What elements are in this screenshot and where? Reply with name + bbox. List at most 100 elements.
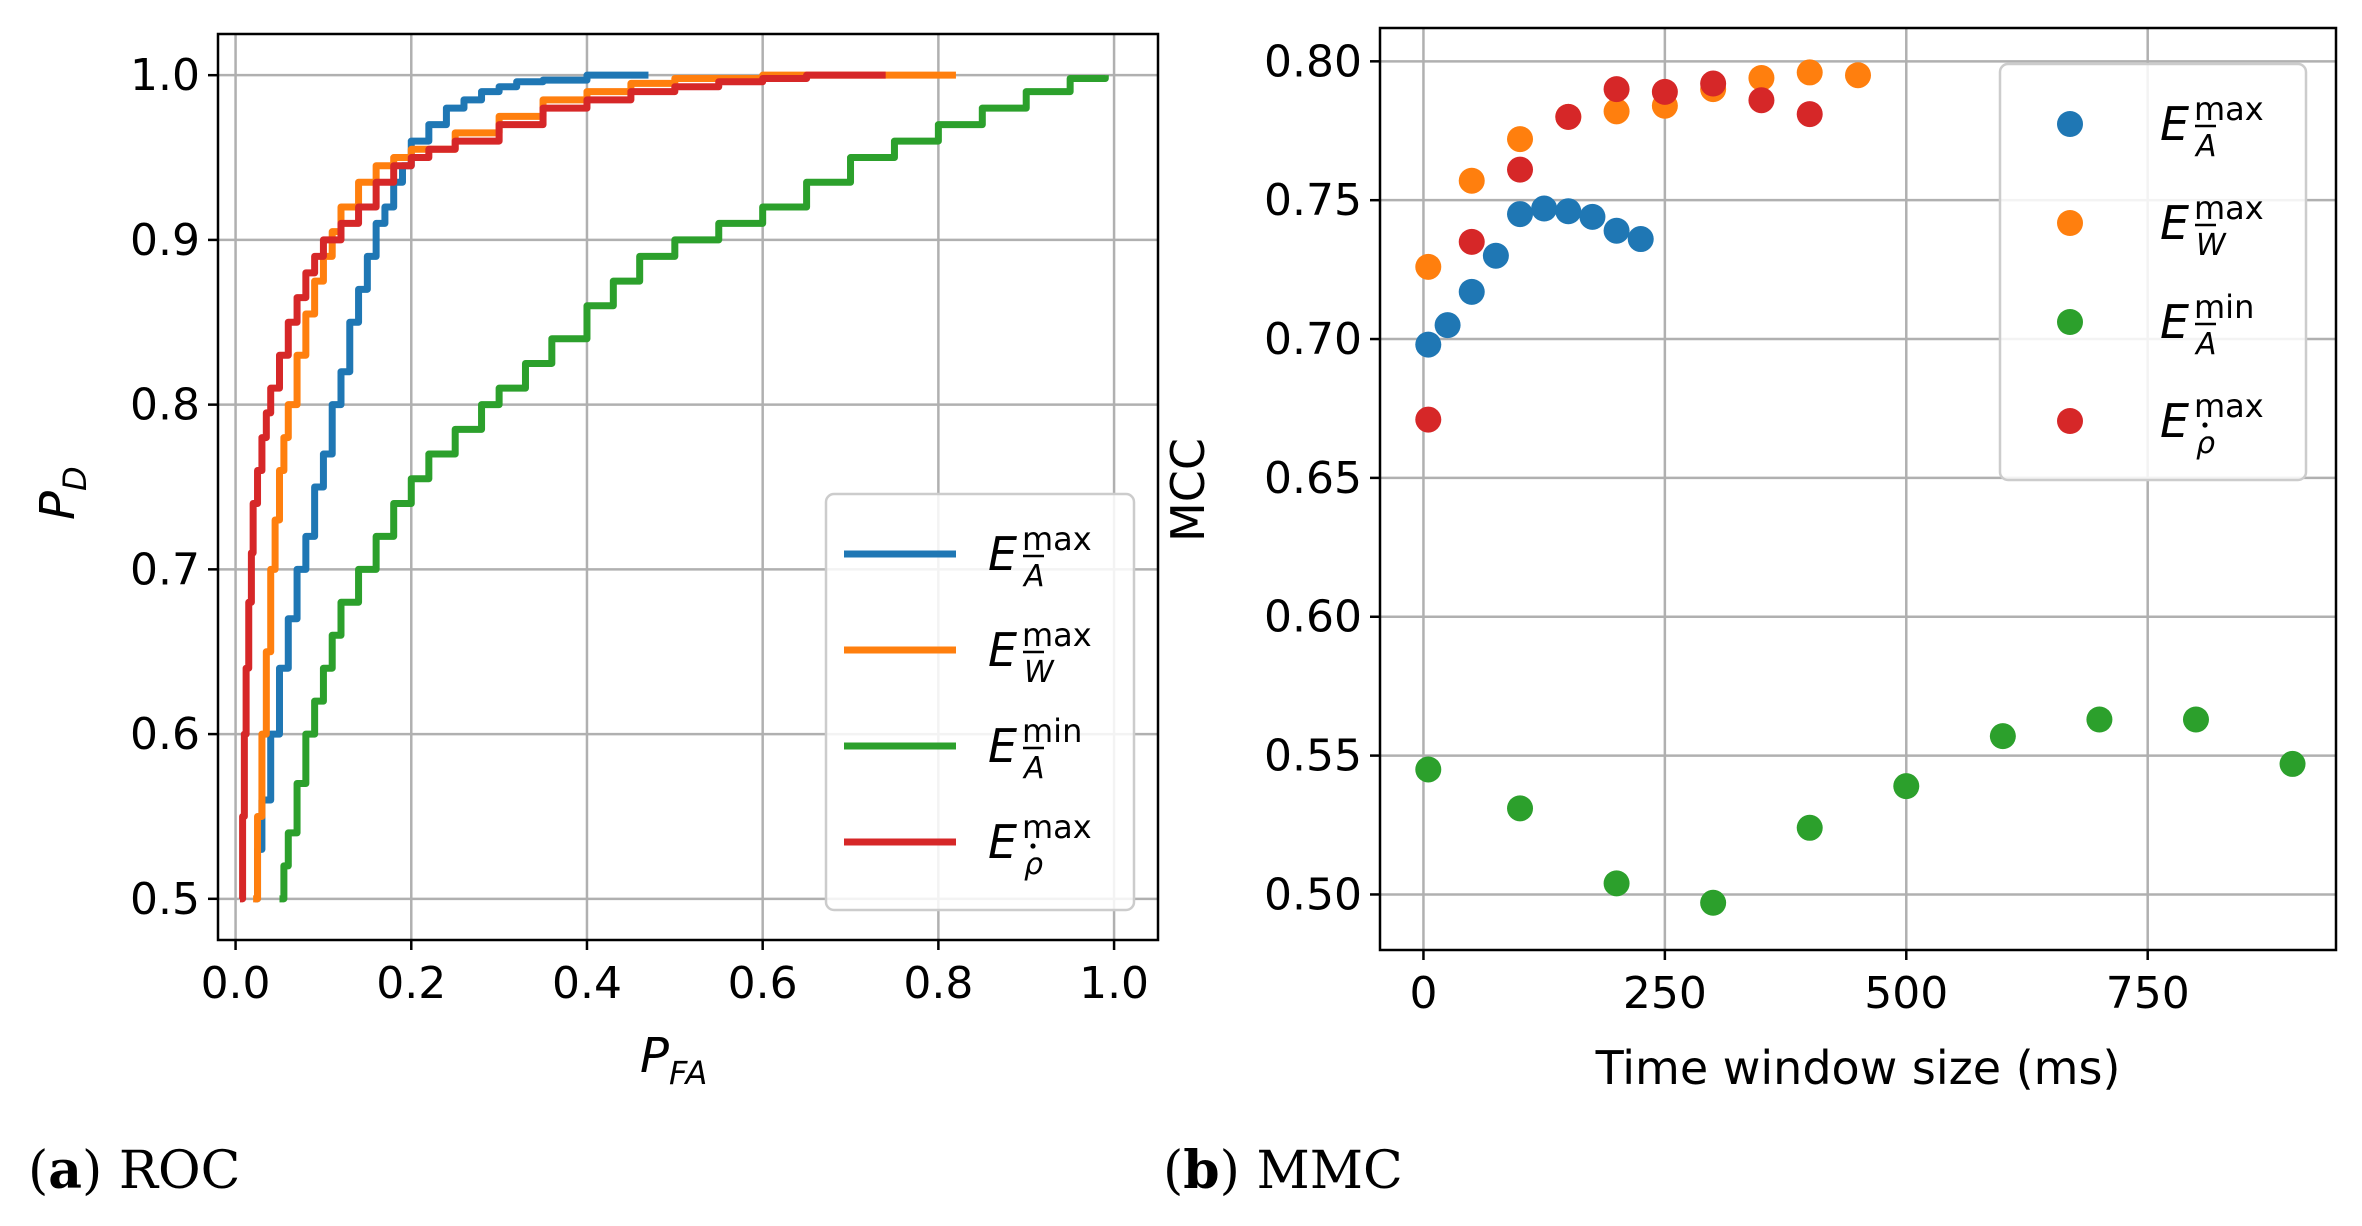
- x-tick-label: 0.0: [201, 958, 271, 1009]
- legend-e-rho-max-sup: max: [1022, 808, 1092, 846]
- y-tick-label: 1.0: [130, 50, 200, 101]
- y-tick-label: 0.65: [1264, 453, 1362, 504]
- point-e-w-max: [1845, 62, 1871, 89]
- point-e-a-min: [2086, 706, 2113, 733]
- y-tick-label: 0.70: [1264, 314, 1362, 365]
- point-e-a-max: [1555, 198, 1582, 225]
- legend-e-a-max-label: E: [988, 527, 1017, 581]
- point-e-a-max: [1603, 217, 1630, 244]
- x-tick-label: 0.8: [903, 958, 973, 1009]
- point-e-a-min: [1989, 723, 2016, 750]
- point-e-a-min: [1507, 795, 1534, 822]
- point-e-a-max: [1531, 195, 1558, 222]
- roc-line-e-w-max: [253, 71, 956, 903]
- point-e-rho-max: [1748, 87, 1775, 114]
- y-tick-label: 0.8: [130, 380, 200, 431]
- legend-marker-e-a-max: [2057, 111, 2083, 137]
- legend-e-a-max-label: E: [2160, 97, 2189, 151]
- axes-frame: [216, 32, 1160, 942]
- legend-e-a-min-label: E: [2160, 295, 2189, 349]
- axes-frame: [1378, 26, 2338, 952]
- y-tick-label: 0.75: [1264, 175, 1362, 226]
- y-tick-label: 0.80: [1264, 36, 1362, 87]
- legend-e-rho-max-dot: [1030, 843, 1036, 849]
- y-tick-label: 0.55: [1264, 731, 1362, 782]
- legend-e-a-max-sub: A: [2194, 129, 2217, 164]
- caption-a: (a) ROC: [28, 1140, 240, 1201]
- point-e-a-min: [1603, 870, 1630, 897]
- x-axis-label: Time window size (ms): [1595, 1041, 2121, 1095]
- point-e-rho-max: [1651, 78, 1678, 105]
- point-e-rho-max: [1700, 70, 1727, 97]
- legend-e-rho-max-sub: ρ: [2196, 426, 2215, 461]
- legend-e-rho-max-dot: [2202, 422, 2208, 428]
- legend-e-w-max-sup: max: [2194, 189, 2264, 227]
- x-tick-label: 250: [1623, 968, 1707, 1019]
- mcc-panel: 0 250 500 750 0.50 0.55 0.60 0.65 0.70 0.75 0.80 Ti…: [1161, 26, 2338, 1095]
- legend-marker-e-a-min: [2057, 309, 2083, 335]
- y-tick-label: 0.7: [130, 544, 200, 595]
- point-e-a-max: [1482, 242, 1509, 269]
- y-tick-label: 0.9: [130, 215, 200, 266]
- y-tick-label: 0.60: [1264, 592, 1362, 643]
- point-e-a-min: [1700, 889, 1727, 916]
- legend-e-a-min-sub: A: [2194, 327, 2217, 362]
- legend-e-a-min-sup: min: [2194, 288, 2254, 326]
- legend-e-rho-max-sub: ρ: [1024, 847, 1043, 882]
- x-axis-label: PFA: [640, 1028, 707, 1092]
- x-tick-label: 0.2: [376, 958, 446, 1009]
- point-e-a-max: [1627, 226, 1654, 253]
- caption-b: (b) MMC: [1163, 1140, 1403, 1201]
- y-tick-label: 0.5: [130, 874, 200, 925]
- legend-e-w-max-label: E: [2160, 196, 2189, 250]
- point-e-a-max: [1579, 203, 1606, 230]
- x-tick-label: 0.4: [552, 958, 622, 1009]
- point-e-rho-max: [1603, 76, 1630, 103]
- y-axis-label: PD: [30, 466, 94, 520]
- x-tick-label: 1.0: [1079, 958, 1149, 1009]
- legend-e-a-max-sub: A: [1022, 559, 1045, 594]
- point-e-w-max: [1748, 64, 1775, 91]
- legend-e-a-min-sup: min: [1022, 712, 1082, 750]
- point-e-w-max: [1603, 98, 1630, 125]
- point-e-w-max: [1507, 126, 1534, 153]
- roc-line-e-a-min: [279, 74, 1109, 903]
- point-e-rho-max: [1507, 156, 1534, 183]
- point-e-a-max: [1415, 331, 1442, 358]
- x-tick-label: 500: [1864, 968, 1948, 1019]
- roc-panel: 0.0 0.2 0.4 0.6 0.8 1.0 0.5 0.6 0.7 0.8 0.9 1.0 PFA P…: [30, 32, 1160, 1092]
- point-e-a-max: [1434, 312, 1461, 339]
- legend-e-a-max-sup: max: [2194, 90, 2264, 128]
- x-tick-label: 0.6: [728, 958, 798, 1009]
- legend-e-rho-max-label: E: [988, 815, 1017, 869]
- point-e-a-max: [1458, 278, 1485, 305]
- legend-e-rho-max-sup: max: [2194, 387, 2264, 425]
- roc-line-e-rho-max: [239, 71, 886, 903]
- legend-e-w-max-sub: W: [1024, 655, 1055, 690]
- legend-e-a-min-label: E: [988, 719, 1017, 773]
- legend-e-w-max-label: E: [988, 623, 1017, 677]
- point-e-a-max: [1507, 201, 1534, 228]
- legend-box: [824, 492, 1136, 912]
- mcc-points: [1415, 59, 2306, 916]
- roc-line-e-a-max: [254, 71, 649, 903]
- point-e-rho-max: [1415, 406, 1442, 433]
- point-e-w-max: [1796, 59, 1823, 86]
- point-e-rho-max: [1458, 228, 1485, 255]
- legend-e-a-max-sup: max: [1022, 520, 1092, 558]
- point-e-a-min: [1893, 773, 1920, 800]
- y-axis-label: MCC: [1161, 438, 1215, 542]
- legend-e-a-min-sub: A: [1022, 751, 1045, 786]
- roc-lines: [239, 71, 1109, 903]
- point-e-rho-max: [1555, 103, 1582, 130]
- legend-marker-e-w-max: [2057, 210, 2083, 236]
- x-tick-label: 0: [1409, 968, 1437, 1019]
- point-e-a-min: [1796, 814, 1823, 841]
- legend-e-w-max-sub: W: [2196, 228, 2227, 263]
- y-tick-label: 0.6: [130, 709, 200, 760]
- point-e-a-min: [2279, 750, 2306, 777]
- y-tick-label: 0.50: [1264, 869, 1362, 920]
